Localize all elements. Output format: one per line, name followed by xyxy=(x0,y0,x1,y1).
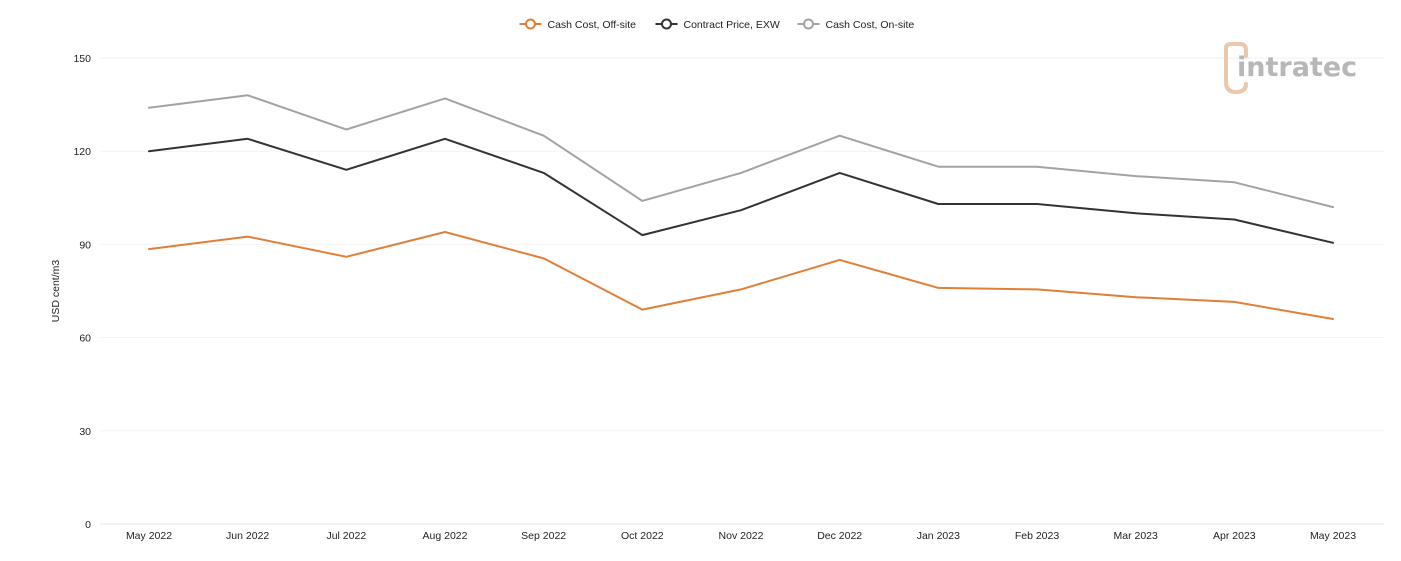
series-line-0 xyxy=(148,231,1334,320)
series-line-2 xyxy=(148,94,1334,209)
y-tick-label: 0 xyxy=(85,519,91,531)
logo-wordmark: intratec xyxy=(1237,52,1357,83)
x-tick-label: Mar 2023 xyxy=(1113,530,1158,542)
x-tick-label: Oct 2022 xyxy=(621,530,664,542)
intratec-logo-icon xyxy=(1224,42,1248,95)
legend-marker-icon xyxy=(661,18,672,30)
grid-lines xyxy=(100,57,1384,525)
x-axis: May 2022 Jun 2022 Jul 2022 Aug 2022 Sep 2022… xyxy=(126,530,1356,542)
x-tick-label: Jan 2023 xyxy=(917,530,960,542)
x-tick-label: Apr 2023 xyxy=(1213,530,1256,542)
y-tick-label: 90 xyxy=(79,239,91,251)
brand-logo: intratec xyxy=(1224,42,1357,95)
legend-marker-icon xyxy=(803,18,814,30)
legend-label: Cash Cost, On-site xyxy=(826,19,915,31)
legend-item-2[interactable]: Cash Cost, On-site xyxy=(797,18,915,31)
legend[interactable]: Cash Cost, Off-site Contract Price, EXW Ca… xyxy=(519,18,915,31)
y-tick-label: 120 xyxy=(73,146,91,158)
legend-item-1[interactable]: Contract Price, EXW xyxy=(655,18,780,31)
legend-marker-icon xyxy=(525,18,536,30)
y-tick-label: 150 xyxy=(73,53,91,65)
x-tick-label: May 2022 xyxy=(126,530,172,542)
x-tick-label: Nov 2022 xyxy=(719,530,764,542)
y-tick-label: 30 xyxy=(79,426,91,438)
legend-item-0[interactable]: Cash Cost, Off-site xyxy=(519,18,637,31)
x-tick-label: Feb 2023 xyxy=(1015,530,1060,542)
series-line-1 xyxy=(148,137,1334,244)
x-tick-label: Jul 2022 xyxy=(326,530,366,542)
x-tick-label: Dec 2022 xyxy=(817,530,862,542)
x-tick-label: Aug 2022 xyxy=(423,530,468,542)
x-tick-label: May 2023 xyxy=(1310,530,1356,542)
legend-label: Cash Cost, Off-site xyxy=(548,19,637,31)
x-tick-label: Sep 2022 xyxy=(521,530,566,542)
series-lines xyxy=(148,94,1334,320)
y-axis-title: USD cent/m3 xyxy=(50,260,62,323)
y-axis: 0 30 60 90 120 150 xyxy=(73,53,91,531)
x-tick-label: Jun 2022 xyxy=(226,530,269,542)
y-tick-label: 60 xyxy=(79,333,91,345)
legend-label: Contract Price, EXW xyxy=(684,19,780,31)
